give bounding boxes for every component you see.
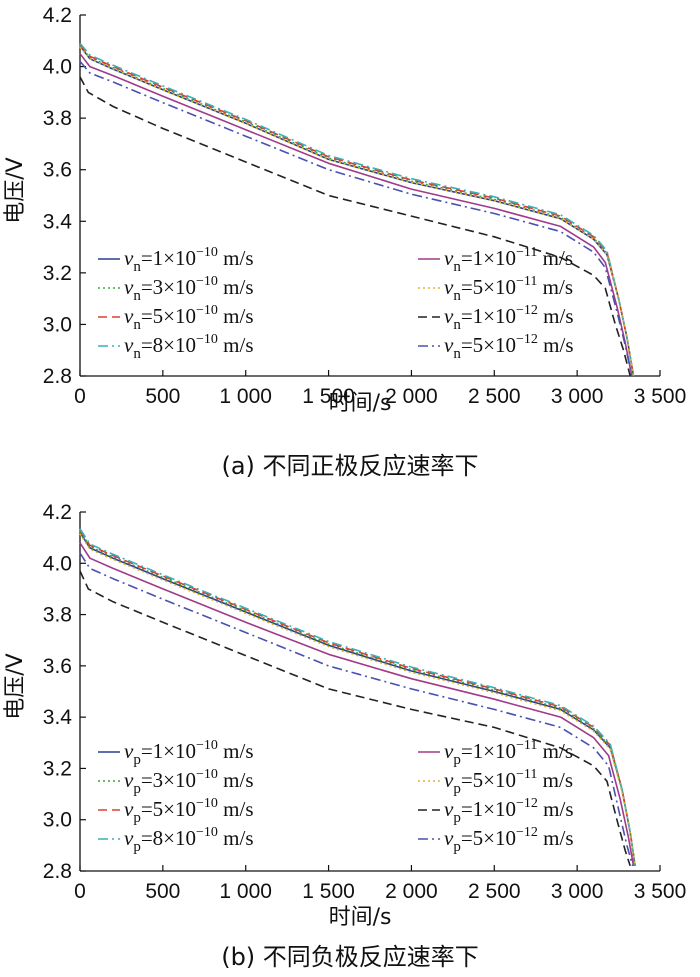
legend-label: vn=3×10−10 m/s: [124, 274, 254, 304]
x-tick-label: 3 500: [634, 385, 687, 408]
x-axis-label: 时间/s: [329, 391, 392, 416]
series-line: [79, 76, 631, 377]
y-tick-label: 2.8: [43, 860, 72, 883]
series-line: [79, 552, 634, 867]
legend-label: vn=1×10−10 m/s: [124, 245, 254, 275]
y-tick-label: 3.4: [43, 210, 73, 233]
x-tick-label: 0: [74, 385, 86, 408]
legend-label: vp=1×10−11 m/s: [444, 738, 573, 768]
y-tick-label: 3.2: [43, 757, 72, 780]
y-axis-label: 电压/V: [3, 653, 28, 719]
x-tick-label: 2 000: [385, 880, 438, 903]
y-tick-label: 3.0: [43, 809, 72, 832]
legend-label: vp=1×10−12 m/s: [444, 796, 574, 826]
panel-caption: (b) 不同负极反应速率下: [221, 943, 479, 971]
legend-label: vn=5×10−10 m/s: [124, 303, 254, 333]
legend-label: vp=1×10−10 m/s: [124, 738, 254, 768]
x-tick-label: 2 500: [468, 880, 521, 903]
x-tick-label: 0: [74, 880, 86, 903]
x-tick-label: 1 500: [302, 880, 355, 903]
y-tick-label: 4.2: [43, 501, 72, 524]
x-axis-label: 时间/s: [329, 905, 392, 930]
series-line: [79, 53, 633, 377]
y-axis-label: 电压/V: [3, 157, 28, 223]
y-tick-label: 4.0: [43, 552, 72, 575]
series-line: [79, 60, 633, 377]
y-tick-label: 2.8: [43, 365, 72, 388]
series-line: [79, 44, 635, 377]
legend-label: vp=5×10−12 m/s: [444, 825, 574, 855]
series-line: [79, 528, 636, 867]
x-tick-label: 2 000: [385, 385, 438, 408]
x-tick-label: 500: [145, 880, 180, 903]
chart-panel-b: 0 500 1 000 1 500 2 000 2 500 3 000 3 500 2.8 3.0…: [3, 501, 686, 971]
y-tick-label: 3.6: [43, 655, 72, 678]
y-tick-label: 3.6: [43, 159, 72, 182]
series-line: [79, 533, 636, 867]
x-tick-label: 1 000: [219, 385, 272, 408]
legend-label: vp=5×10−11 m/s: [444, 767, 573, 797]
y-tick-label: 4.2: [43, 4, 72, 27]
legend-label: vn=8×10−10 m/s: [124, 332, 254, 362]
legend-label: vp=3×10−10 m/s: [124, 767, 254, 797]
x-tick-label: 1 000: [219, 880, 272, 903]
x-tick-label: 500: [145, 385, 180, 408]
legend-label: vp=8×10−10 m/s: [124, 825, 254, 855]
legend-label: vn=5×10−12 m/s: [444, 332, 574, 362]
legend-label: vn=1×10−11 m/s: [444, 245, 573, 275]
legend-label: vp=5×10−10 m/s: [124, 796, 254, 826]
legend-label: vn=5×10−11 m/s: [444, 274, 573, 304]
series-line: [79, 529, 636, 867]
y-tick-label: 4.0: [43, 56, 72, 79]
chart-panel-a: 0 500 1 000 1 500 2 000 2 500 3 000 3 500 2.8 3.0…: [3, 4, 686, 480]
x-tick-label: 1 500: [302, 385, 355, 408]
y-tick-label: 3.8: [43, 604, 72, 627]
x-tick-label: 3 000: [551, 385, 604, 408]
y-tick-label: 3.8: [43, 107, 72, 130]
x-tick-label: 3 000: [551, 880, 604, 903]
x-tick-label: 2 500: [468, 385, 521, 408]
series-line: [79, 46, 635, 377]
y-tick-label: 3.2: [43, 262, 72, 285]
x-tick-label: 3 500: [634, 880, 687, 903]
series-line: [79, 570, 631, 867]
y-tick-label: 3.4: [43, 706, 73, 729]
legend-label: vn=1×10−12 m/s: [444, 303, 574, 333]
panel-caption: (a) 不同正极反应速率下: [221, 452, 478, 480]
series-line: [79, 542, 635, 867]
y-tick-label: 3.0: [43, 313, 72, 336]
